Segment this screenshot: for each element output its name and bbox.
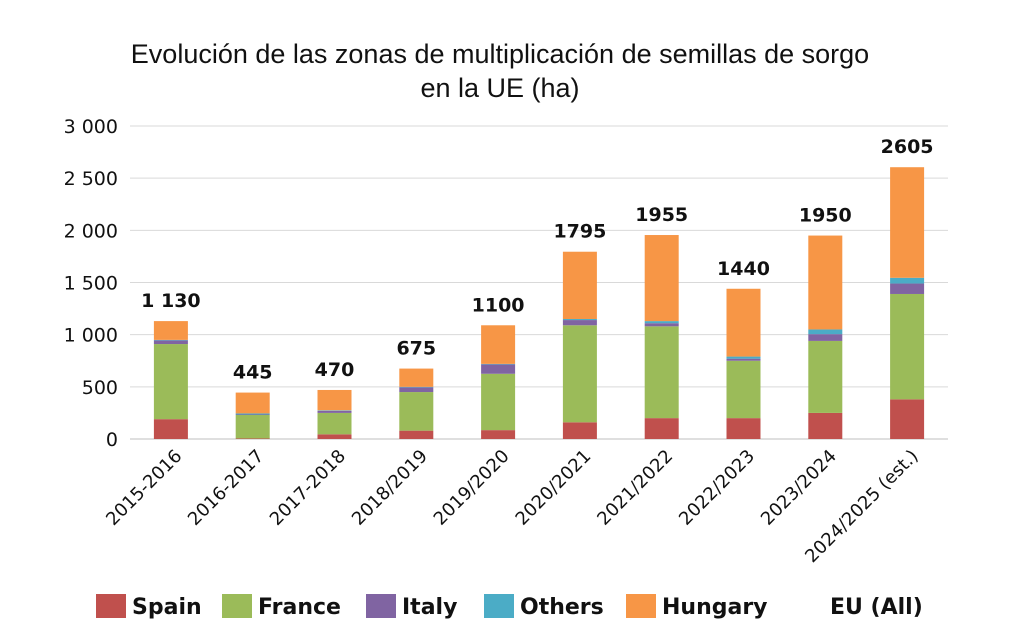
total-labels: 1 130 445 470 675 1100 1795 1955 1440 1950 2605 [141,136,933,383]
bar-segment-italy [726,358,761,361]
total-label: 2605 [881,136,934,158]
bar-segment-france [644,326,679,419]
bar-segment-others [808,329,843,335]
bar-segment-spain [317,434,352,439]
bar-segment-hungary [153,321,188,340]
bar-segment-france [317,412,352,435]
bar-segment-italy [235,414,270,416]
y-tick-label: 2 500 [64,168,118,190]
bar-segment-italy [644,323,679,327]
legend-label-hungary: Hungary [662,595,768,620]
y-tick-label: 2 000 [64,220,118,242]
bar-segment-spain [726,418,761,439]
bar-segment-hungary [808,235,843,330]
total-label: 1955 [635,204,688,226]
total-label: 1 130 [141,290,201,312]
bar-segment-spain [153,419,188,439]
legend-label-others: Others [520,595,604,620]
bar-segment-france [399,392,434,431]
bar-segment-spain [399,430,434,439]
bar-segment-france [235,415,270,439]
y-axis-ticks: 0 500 1 000 1 500 2 000 2 500 3 000 [64,116,118,451]
x-tick-label: 2023/2024 [757,446,841,530]
bar-segment-hungary [562,251,597,320]
bar-segment-italy [562,320,597,326]
bar-segment-others [481,363,516,365]
bar-segment-others [890,277,925,284]
bar-segment-others [153,339,188,341]
bar-segment-others [399,386,434,388]
total-label: 1100 [472,294,525,316]
x-tick-label: 2019/2020 [430,446,514,530]
x-axis-ticks: 2015-20162016-20172017-20182018/20192019… [102,446,922,567]
y-tick-label: 0 [106,429,118,451]
y-tick-label: 500 [82,377,118,399]
x-tick-label: 2018/2019 [348,446,432,530]
x-tick-label: 2022/2023 [675,446,759,530]
total-label: 675 [396,338,436,360]
bar-segment-spain [644,418,679,439]
bar-segment-others [562,319,597,321]
gridlines [130,125,948,440]
bar-segment-italy [317,410,352,413]
bar-segment-france [153,344,188,420]
bar-segment-france [808,340,843,413]
bar-segment-hungary [481,325,516,364]
bar-segment-italy [481,364,516,374]
legend-label-france: France [258,595,341,620]
legend-swatch-spain [96,594,126,618]
bar-segment-italy [808,334,843,341]
bar-segment-others [235,413,270,415]
legend-swatch-hungary [626,594,656,618]
y-tick-label: 3 000 [64,116,118,138]
chart-title-line-1: Evolución de las zonas de multiplicación… [131,39,869,69]
legend-swatch-italy [366,594,396,618]
y-tick-label: 1 500 [64,273,118,295]
bar-segment-others [726,356,761,359]
bar-segment-others [644,321,679,324]
bar-segment-spain [808,412,843,439]
legend-swatch-france [222,594,252,618]
legend-swatch-others [484,594,514,618]
bar-segment-france [562,325,597,423]
bar-segment-france [890,293,925,400]
x-tick-label: 2016-2017 [184,446,268,530]
legend-label-italy: Italy [402,595,457,620]
bars [153,167,925,439]
bar-segment-spain [235,438,270,439]
bar-segment-hungary [317,389,352,411]
bar-segment-hungary [644,235,679,322]
bar-segment-hungary [399,368,434,387]
chart-title-line-2: en la UE (ha) [420,73,579,103]
total-label: 1440 [717,258,770,280]
bar-segment-italy [153,340,188,345]
total-label: 445 [233,362,273,384]
bar-segment-others [317,410,352,411]
total-label: 1950 [799,205,852,227]
bar-segment-italy [890,283,925,294]
x-tick-label: 2015-2016 [102,446,186,530]
x-tick-label: 2021/2022 [593,446,677,530]
x-tick-label: 2017-2018 [266,446,350,530]
legend: Spain France Italy Others Hungary EU (All) [96,594,923,620]
bar-segment-spain [890,399,925,439]
bar-segment-hungary [235,392,270,414]
bar-segment-hungary [890,167,925,278]
x-tick-label: 2020/2021 [512,446,596,530]
bar-segment-italy [399,387,434,393]
bar-segment-spain [562,422,597,439]
legend-label-eu-all: EU (All) [830,595,923,620]
total-label: 470 [315,359,355,381]
bar-segment-hungary [726,288,761,357]
legend-label-spain: Spain [132,595,202,620]
bar-segment-spain [481,430,516,439]
bar-segment-france [726,360,761,419]
y-tick-label: 1 000 [64,325,118,347]
total-label: 1795 [553,221,606,243]
bar-segment-france [481,373,516,431]
